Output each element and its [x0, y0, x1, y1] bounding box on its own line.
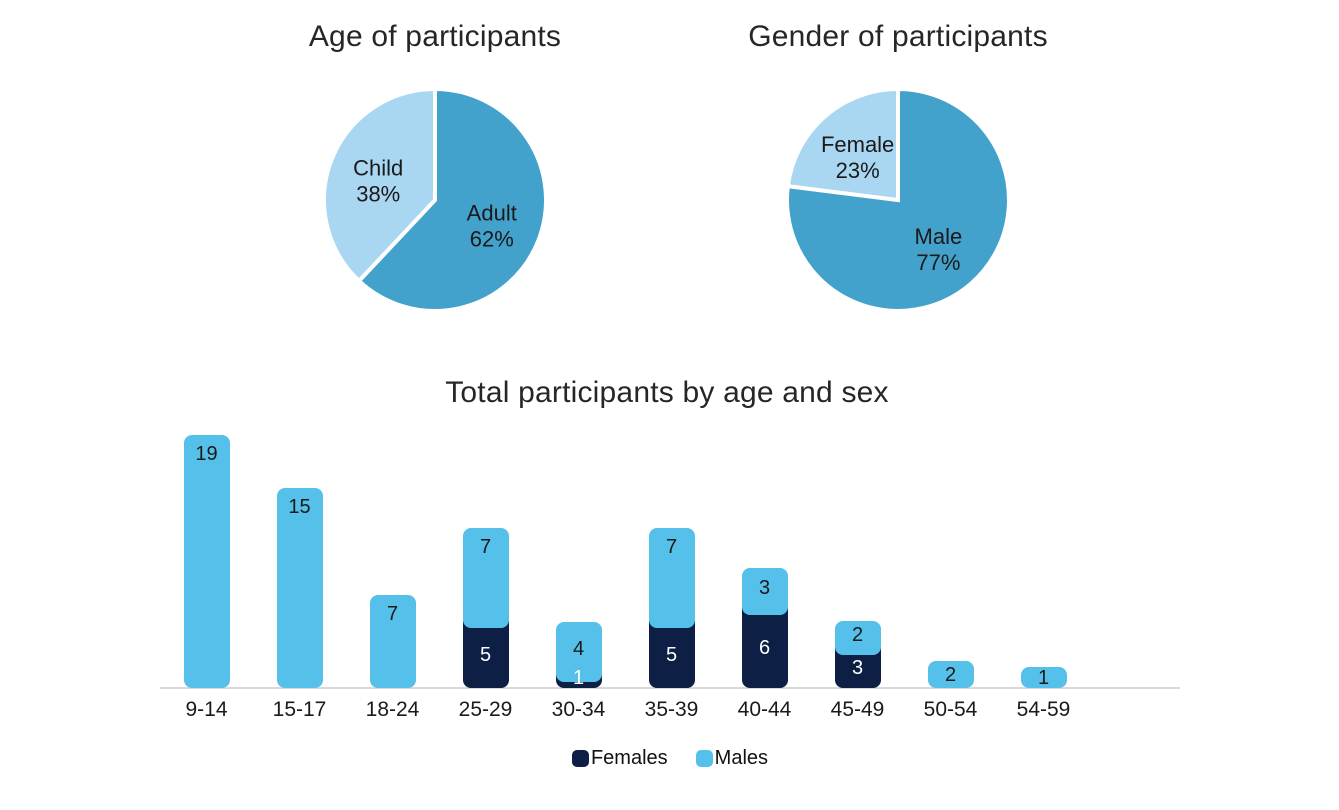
x-axis-label-35-39: 35-39: [644, 698, 699, 721]
bar-value-males-30-34: 4: [572, 637, 585, 660]
x-axis-line: [160, 687, 1180, 689]
legend-item-females: Females: [571, 747, 668, 770]
bar-value-females-40-44: 6: [758, 637, 771, 659]
x-axis-label-54-59: 54-59: [1016, 698, 1071, 721]
bar-value-males-40-44: 3: [758, 577, 771, 599]
bar-chart-legend: Females Males: [160, 747, 1180, 770]
bar-value-males-25-29: 7: [479, 536, 492, 558]
gender-pie-title: Gender of participants: [748, 20, 1048, 53]
bar-segment-females-40-44: [741, 608, 788, 688]
females-legend-swatch: [571, 750, 589, 767]
bar-value-males-9-14: 19: [195, 443, 218, 465]
pie-slice-label-male: Male 77%: [915, 224, 963, 275]
bar-value-males-15-17: 15: [288, 496, 311, 518]
males-legend-label: Males: [714, 747, 769, 769]
x-axis-label-18-24: 18-24: [365, 698, 420, 721]
pie-slice-label-female: Female 23%: [821, 132, 894, 183]
legend-item-males: Males: [695, 747, 769, 770]
bar-value-females-35-39: 5: [665, 643, 678, 666]
bar-value-females-25-29: 5: [479, 643, 492, 666]
females-legend-label: Females: [590, 747, 668, 769]
x-axis-label-30-34: 30-34: [551, 698, 606, 721]
bar-chart-title: Total participants by age and sex: [445, 376, 889, 409]
x-axis-label-9-14: 9-14: [185, 698, 228, 721]
x-axis-label-50-54: 50-54: [923, 698, 978, 721]
bar-segment-males-9-14: [183, 435, 230, 688]
x-axis-label-15-17: 15-17: [272, 698, 327, 721]
bar-value-males-45-49: 2: [851, 623, 864, 646]
pie-slice-female: [785, 86, 900, 203]
gender-pie-chart: Male 77% Female 23%: [785, 86, 1011, 313]
bar-segment-males-15-17: [276, 488, 323, 688]
pie-slice-child: [322, 86, 437, 284]
bar-segment-females-25-29: [462, 621, 509, 688]
x-axis-label-25-29: 25-29: [458, 698, 513, 721]
bar-segment-males-35-39: [648, 528, 695, 628]
bar-segment-males-30-34: [555, 622, 602, 682]
bar-segment-males-45-49: [834, 621, 881, 655]
age-pie-chart: Adult 62% Child 38%: [322, 86, 548, 313]
males-legend-swatch: [695, 750, 713, 767]
bar-segment-females-35-39: [648, 621, 695, 688]
bar-value-males-54-59: 1: [1037, 666, 1050, 689]
bar-segment-males-50-54: [927, 661, 974, 688]
bar-segment-males-18-24: [369, 595, 416, 688]
bar-value-males-18-24: 7: [386, 603, 399, 625]
bar-value-males-35-39: 7: [665, 536, 678, 558]
pie-slice-adult: [356, 86, 548, 313]
pie-slice-label-adult: Adult 62%: [467, 200, 517, 251]
bar-segment-males-25-29: [462, 528, 509, 628]
bar-value-females-30-34: 1: [572, 666, 585, 689]
pie-slice-label-child: Child 38%: [353, 156, 403, 207]
x-axis-label-40-44: 40-44: [737, 698, 792, 721]
bar-value-males-50-54: 2: [944, 663, 957, 686]
age-pie-title: Age of participants: [308, 20, 562, 53]
bar-segment-males-54-59: [1020, 667, 1067, 688]
bar-segment-males-40-44: [741, 568, 788, 615]
x-axis-label-45-49: 45-49: [830, 698, 885, 721]
bar-value-females-45-49: 3: [851, 657, 864, 679]
